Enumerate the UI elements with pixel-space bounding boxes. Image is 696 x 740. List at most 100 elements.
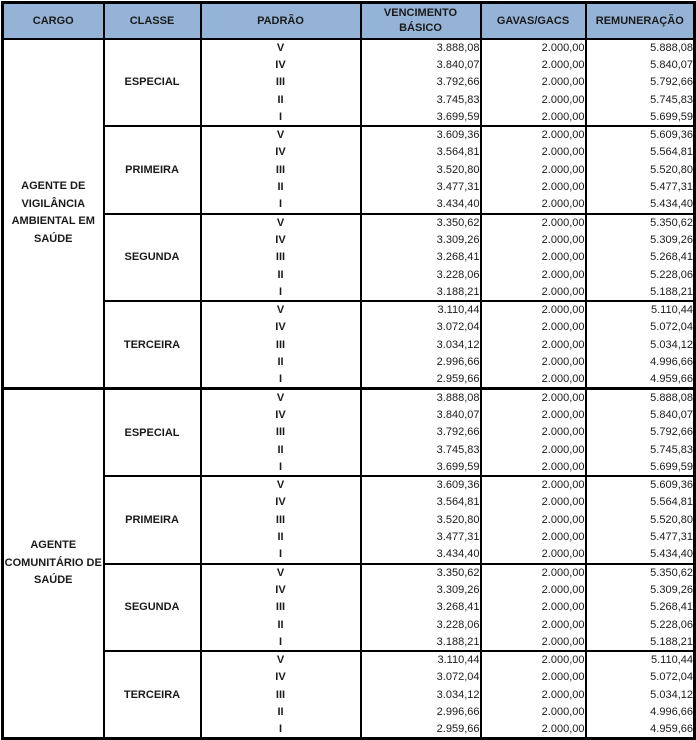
table-row: IV 3.840,07 2.000,00 5.840,07 (3, 406, 696, 424)
remuneracao-cell: 5.434,40 (584, 546, 696, 564)
padrao-cell: IV (199, 581, 362, 599)
padrao-cell: III (199, 686, 362, 704)
remuneracao-cell: 4.996,66 (584, 703, 696, 721)
padrao-cell: III (199, 423, 362, 441)
padrao-cell: V (199, 387, 362, 406)
remuneracao-cell: 5.268,41 (584, 598, 696, 616)
vencimento-cell: 3.268,41 (359, 248, 482, 266)
gavas-cell: 2.000,00 (479, 650, 587, 669)
remuneracao-cell: 5.309,26 (584, 231, 696, 249)
table-row: III 3.034,12 2.000,00 5.034,12 (3, 686, 696, 704)
padrao-cell: I (199, 108, 362, 126)
table-row: I 3.699,59 2.000,00 5.699,59 (3, 458, 696, 476)
remuneracao-cell: 5.034,12 (584, 336, 696, 354)
gavas-cell: 2.000,00 (479, 336, 587, 354)
gavas-cell: 2.000,00 (479, 423, 587, 441)
padrao-cell: IV (199, 56, 362, 74)
vencimento-cell: 3.034,12 (359, 336, 482, 354)
vencimento-cell: 3.309,26 (359, 231, 482, 249)
remuneracao-cell: 5.268,41 (584, 248, 696, 266)
vencimento-cell: 3.072,04 (359, 668, 482, 686)
remuneracao-cell: 5.477,31 (584, 178, 696, 196)
classe-cell: ESPECIAL (102, 38, 202, 126)
vencimento-cell: 2.996,66 (359, 353, 482, 371)
padrao-cell: V (199, 212, 362, 231)
table-row: TERCEIRA V 3.110,44 2.000,00 5.110,44 (3, 650, 696, 739)
vencimento-cell: 3.840,07 (359, 406, 482, 424)
gavas-cell: 2.000,00 (479, 546, 587, 564)
vencimento-cell: 3.520,80 (359, 511, 482, 529)
vencimento-cell: 3.434,40 (359, 196, 482, 214)
gavas-cell: 2.000,00 (479, 73, 587, 91)
table-header: CARGO CLASSE PADRÃO VENCIMENTO BÁSICO GAVAS/… (1, 2, 696, 40)
classe-cell: ESPECIAL (102, 387, 202, 476)
padrao-cell: IV (199, 231, 362, 249)
gavas-cell: 2.000,00 (479, 668, 587, 686)
padrao-cell: III (199, 161, 362, 179)
padrao-cell: III (199, 511, 362, 529)
gavas-cell: 2.000,00 (479, 493, 587, 511)
remuneracao-cell: 5.228,06 (584, 616, 696, 634)
gavas-cell: 2.000,00 (479, 581, 587, 599)
remuneracao-cell: 5.520,80 (584, 161, 696, 179)
table-row: I 3.434,40 2.000,00 5.434,40 (3, 546, 696, 564)
table-row: II 3.745,83 2.000,00 5.745,83 (3, 441, 696, 459)
table-row: II 3.745,83 2.000,00 5.745,83 (3, 91, 696, 109)
vencimento-cell: 3.840,07 (359, 56, 482, 74)
remuneracao-cell: 5.840,07 (584, 406, 696, 424)
vencimento-cell: 3.477,31 (359, 178, 482, 196)
gavas-cell: 2.000,00 (479, 300, 587, 319)
table-row: I 3.434,40 2.000,00 5.434,40 (3, 196, 696, 214)
gavas-cell: 2.000,00 (479, 353, 587, 371)
padrao-cell: III (199, 598, 362, 616)
vencimento-cell: 3.520,80 (359, 161, 482, 179)
table-row: PRIMEIRA V 3.609,36 2.000,00 5.609,36 (3, 125, 696, 214)
padrao-cell: V (199, 562, 362, 581)
vencimento-cell: 3.034,12 (359, 686, 482, 704)
padrao-cell: I (199, 196, 362, 214)
padrao-cell: III (199, 73, 362, 91)
header-remuneracao: REMUNERAÇÃO (584, 2, 696, 40)
gavas-cell: 2.000,00 (479, 387, 587, 406)
vencimento-cell: 3.309,26 (359, 581, 482, 599)
remuneracao-cell: 5.564,81 (584, 493, 696, 511)
padrao-cell: I (199, 283, 362, 301)
padrao-cell: V (199, 300, 362, 319)
gavas-cell: 2.000,00 (479, 616, 587, 634)
vencimento-cell: 3.072,04 (359, 318, 482, 336)
gavas-cell: 2.000,00 (479, 686, 587, 704)
gavas-cell: 2.000,00 (479, 178, 587, 196)
table-body: AGENTE DE VIGILÂNCIA AMBIENTAL EM SAÚDE E… (1, 38, 696, 739)
table-row: IV 3.309,26 2.000,00 5.309,26 (3, 581, 696, 599)
gavas-cell: 2.000,00 (479, 248, 587, 266)
gavas-cell: 2.000,00 (479, 161, 587, 179)
vencimento-cell: 3.745,83 (359, 91, 482, 109)
vencimento-cell: 3.110,44 (359, 300, 482, 319)
cargo-cell: AGENTE COMUNITÁRIO DE SAÚDE (1, 387, 105, 739)
table-row: III 3.268,41 2.000,00 5.268,41 (3, 598, 696, 616)
gavas-cell: 2.000,00 (479, 721, 587, 739)
table-row: IV 3.072,04 2.000,00 5.072,04 (3, 318, 696, 336)
padrao-cell: II (199, 528, 362, 546)
vencimento-cell: 3.745,83 (359, 441, 482, 459)
table-row: AGENTE COMUNITÁRIO DE SAÚDE ESPECIAL V 3.88… (1, 387, 696, 739)
padrao-cell: IV (199, 493, 362, 511)
gavas-cell: 2.000,00 (479, 475, 587, 494)
vencimento-cell: 3.350,62 (359, 562, 482, 581)
table-row: III 3.792,66 2.000,00 5.792,66 (3, 423, 696, 441)
vencimento-cell: 3.110,44 (359, 650, 482, 669)
remuneracao-cell: 5.745,83 (584, 441, 696, 459)
vencimento-cell: 3.564,81 (359, 143, 482, 161)
gavas-cell: 2.000,00 (479, 598, 587, 616)
table-row: II 3.228,06 2.000,00 5.228,06 (3, 266, 696, 284)
gavas-cell: 2.000,00 (479, 562, 587, 581)
padrao-cell: III (199, 336, 362, 354)
classe-cell: PRIMEIRA (102, 475, 202, 564)
padrao-cell: IV (199, 318, 362, 336)
table-row: AGENTE DE VIGILÂNCIA AMBIENTAL EM SAÚDE E… (1, 38, 696, 389)
vencimento-cell: 3.188,21 (359, 633, 482, 651)
remuneracao-cell: 5.309,26 (584, 581, 696, 599)
padrao-cell: IV (199, 668, 362, 686)
gavas-cell: 2.000,00 (479, 231, 587, 249)
